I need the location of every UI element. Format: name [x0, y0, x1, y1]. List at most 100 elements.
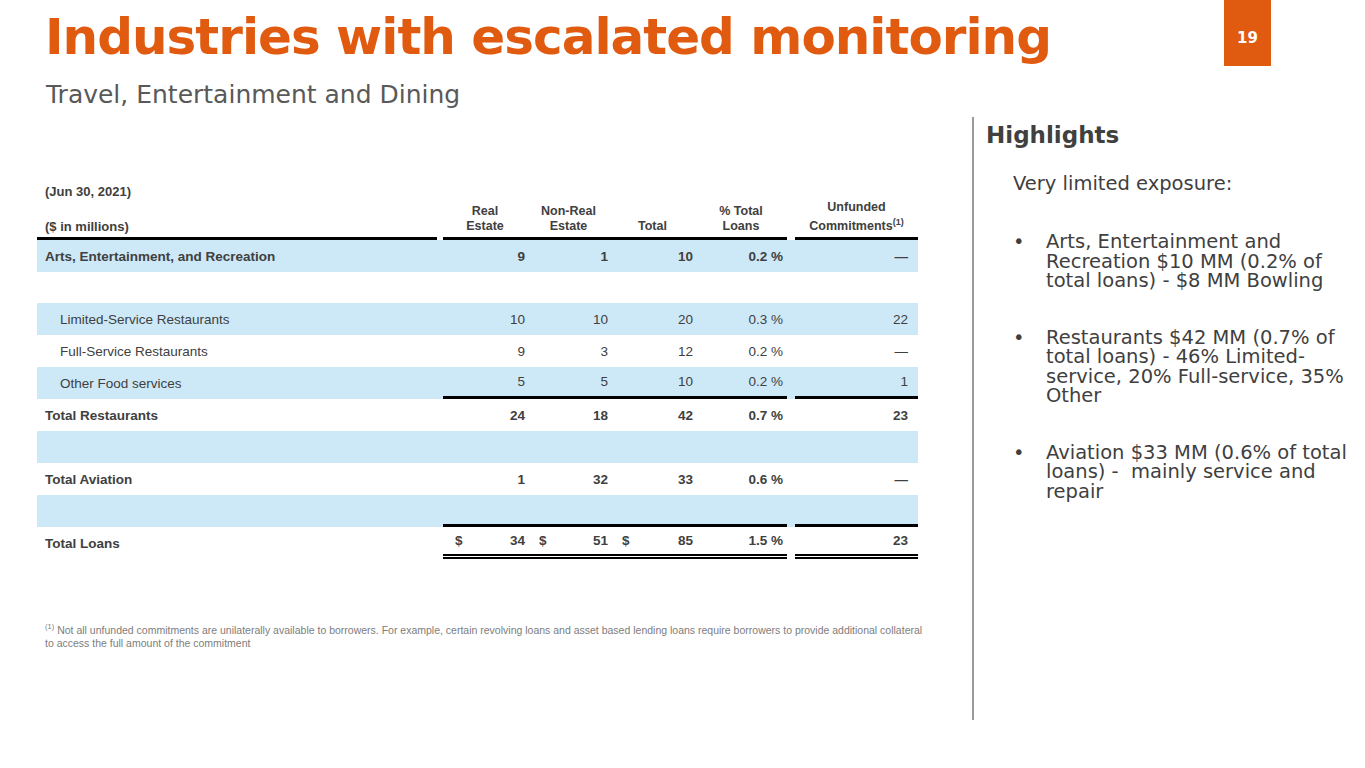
spacer-row [37, 272, 918, 303]
cell-total: 12 [610, 335, 695, 367]
row-label: Other Food services [37, 367, 443, 399]
cell-pct-total-loans: 0.7 % [695, 399, 787, 431]
cell-unfunded-commitments: 23 [795, 399, 918, 431]
row-values-group: 9 3 12 0.2 % [443, 335, 787, 367]
vertical-divider [972, 117, 974, 720]
cell-total: $ 85 [610, 527, 695, 554]
cell-unfunded-commitments: — [795, 240, 918, 272]
spacer-row [37, 495, 918, 527]
column-header-line: Total [638, 219, 667, 234]
exposure-table: (Jun 30, 2021) ($ in millions) Real Esta… [37, 184, 918, 559]
footnote-text: Not all unfunded commitments are unilate… [45, 624, 922, 650]
cell-pct-total-loans: 0.2 % [695, 240, 787, 272]
currency-symbol: $ [539, 533, 547, 548]
currency-symbol: $ [455, 533, 463, 548]
cell-real-estate: 24 [443, 399, 527, 431]
cell-unfunded-commitments: 1 [795, 367, 918, 399]
row-values-group: 1 32 33 0.6 % [443, 463, 787, 495]
cell-real-estate: 9 [443, 240, 527, 272]
page-title: Industries with escalated monitoring [45, 8, 1205, 66]
cell-pct-total-loans: 0.2 % [695, 367, 787, 396]
column-header-pct-total-loans: % Total Loans [695, 184, 787, 237]
row-label: Arts, Entertainment, and Recreation [37, 240, 443, 272]
highlights-bullet-list: • Arts, Entertainment and Recreation $10… [1013, 232, 1365, 538]
cell-unfunded-commitments: — [795, 335, 918, 367]
spacer-cell [795, 495, 918, 527]
row-label: Full-Service Restaurants [37, 335, 443, 367]
cell-non-real-estate: $ 51 [527, 527, 610, 554]
highlights-heading: Highlights [986, 122, 1119, 148]
row-label: Total Restaurants [37, 399, 443, 431]
cell-real-estate: 9 [443, 335, 527, 367]
cell-total: 20 [610, 303, 695, 335]
highlights-intro: Very limited exposure: [1013, 172, 1232, 195]
bullet-text: Arts, Entertainment and Recreation $10 M… [1046, 232, 1365, 291]
cell-value: 85 [678, 533, 693, 548]
cell-pct-total-loans: 0.6 % [695, 463, 787, 495]
cell-real-estate: 5 [443, 367, 527, 396]
cell-real-estate: 1 [443, 463, 527, 495]
cell-total: 42 [610, 399, 695, 431]
cell-value: 34 [510, 533, 525, 548]
row-values-group: 10 10 20 0.3 % [443, 303, 787, 335]
table-row-other-food-services: Other Food services 5 5 10 0.2 % 1 [37, 367, 918, 399]
spacer-row [37, 431, 918, 463]
column-header-line: Commitments(1) [809, 215, 903, 234]
bullet-text: Restaurants $42 MM (0.7% of total loans)… [1046, 328, 1365, 406]
page-number: 19 [1224, 0, 1271, 47]
column-header-unfunded-commitments: Unfunded Commitments(1) [795, 184, 918, 240]
row-values-group: 9 1 10 0.2 % [443, 240, 787, 272]
page-number-badge: 19 [1224, 0, 1271, 66]
footnote-marker: (1) [893, 217, 904, 227]
table-row-total-loans: Total Loans $ 34 $ 51 $ 85 1.5 % 23 [37, 527, 918, 559]
column-header-line: Estate [550, 219, 588, 234]
cell-non-real-estate: 10 [527, 303, 610, 335]
bullet-item-arts: • Arts, Entertainment and Recreation $10… [1013, 232, 1365, 291]
column-header-text: Commitments [809, 219, 892, 233]
cell-total: 10 [610, 367, 695, 396]
table-row-full-service-restaurants: Full-Service Restaurants 9 3 12 0.2 % — [37, 335, 918, 367]
table-date-label: (Jun 30, 2021) [45, 184, 131, 199]
bullet-item-restaurants: • Restaurants $42 MM (0.7% of total loan… [1013, 328, 1365, 406]
footnote-marker: (1) [45, 622, 54, 631]
row-values-group: 24 18 42 0.7 % [443, 399, 787, 431]
column-header-line: Non-Real [541, 204, 596, 219]
cell-non-real-estate: 5 [527, 367, 610, 396]
bullet-icon: • [1013, 443, 1046, 502]
cell-unfunded-commitments: 22 [795, 303, 918, 335]
table-row-total-aviation: Total Aviation 1 32 33 0.6 % — [37, 463, 918, 495]
table-row-limited-service-restaurants: Limited-Service Restaurants 10 10 20 0.3… [37, 303, 918, 335]
cell-total: 33 [610, 463, 695, 495]
cell-pct-total-loans: 0.3 % [695, 303, 787, 335]
column-header-line: % Total [719, 204, 763, 219]
bullet-text: Aviation $33 MM (0.6% of total loans) - … [1046, 443, 1365, 502]
cell-unfunded-commitments: 23 [795, 527, 918, 559]
row-label: Total Loans [37, 527, 443, 559]
spacer-cell [443, 495, 787, 527]
table-header-label-cell: (Jun 30, 2021) ($ in millions) [37, 184, 437, 240]
cell-total: 10 [610, 240, 695, 272]
cell-real-estate: $ 34 [443, 527, 527, 554]
page-subtitle: Travel, Entertainment and Dining [46, 80, 460, 109]
bullet-item-aviation: • Aviation $33 MM (0.6% of total loans) … [1013, 443, 1365, 502]
row-values-group: 5 5 10 0.2 % [443, 367, 787, 399]
column-header-line: Real [472, 204, 498, 219]
column-header-line: Loans [723, 219, 760, 234]
column-header-total: Total [610, 184, 695, 237]
column-header-line: Estate [466, 219, 504, 234]
bullet-icon: • [1013, 232, 1046, 291]
cell-non-real-estate: 3 [527, 335, 610, 367]
column-headers-group: Real Estate Non-Real Estate Total % Tota… [443, 184, 787, 240]
currency-symbol: $ [622, 533, 630, 548]
row-label: Limited-Service Restaurants [37, 303, 443, 335]
row-label: Total Aviation [37, 463, 443, 495]
cell-non-real-estate: 1 [527, 240, 610, 272]
bullet-icon: • [1013, 328, 1046, 406]
column-header-real-estate: Real Estate [443, 184, 527, 237]
spacer-cell [37, 495, 443, 527]
cell-unfunded-commitments: — [795, 463, 918, 495]
table-row-arts-entertainment-recreation: Arts, Entertainment, and Recreation 9 1 … [37, 240, 918, 272]
table-header-row: (Jun 30, 2021) ($ in millions) Real Esta… [37, 184, 918, 240]
cell-non-real-estate: 18 [527, 399, 610, 431]
cell-non-real-estate: 32 [527, 463, 610, 495]
